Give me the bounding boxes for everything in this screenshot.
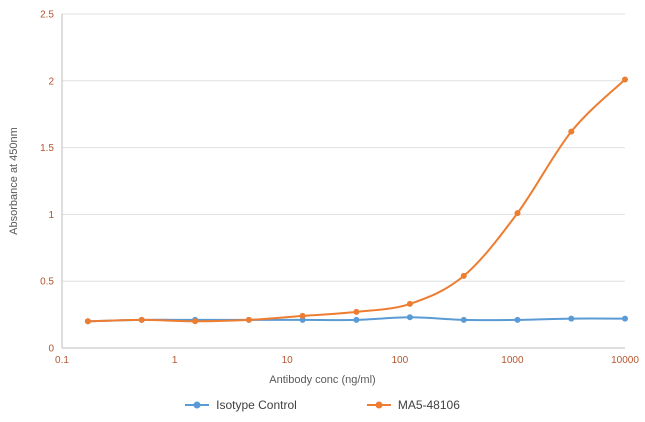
x-tick-label: 0.1 bbox=[55, 355, 69, 366]
x-tick-label: 1 bbox=[172, 355, 178, 366]
x-tick-label: 1000 bbox=[501, 355, 524, 366]
data-point-marker bbox=[622, 76, 628, 83]
data-point-marker bbox=[514, 316, 521, 323]
x-tick-label: 100 bbox=[391, 355, 408, 366]
data-point-marker bbox=[245, 316, 252, 323]
series-line-ma5-48106 bbox=[87, 78, 626, 323]
y-axis-title: Absorbance at 450nm bbox=[8, 127, 20, 235]
data-point-marker bbox=[406, 314, 413, 321]
data-point-marker bbox=[568, 315, 575, 322]
y-tick-label: 0 bbox=[48, 344, 54, 355]
y-tick-label: 2 bbox=[48, 76, 54, 87]
data-point-marker bbox=[460, 316, 467, 323]
legend-label-isotype-control: Isotype Control bbox=[216, 398, 297, 412]
data-point-marker bbox=[138, 316, 145, 323]
data-point-marker bbox=[460, 272, 467, 279]
x-axis-title: Antibody conc (ng/ml) bbox=[269, 374, 376, 386]
x-tick-label: 10000 bbox=[611, 355, 639, 366]
data-point-marker bbox=[406, 300, 413, 307]
legend-item-ma5-48106[interactable]: MA5-48106 bbox=[366, 398, 460, 412]
data-point-marker bbox=[514, 210, 521, 217]
data-point-marker bbox=[84, 318, 91, 325]
x-tick-label: 10 bbox=[282, 355, 294, 366]
y-tick-label: 0.5 bbox=[40, 277, 54, 288]
data-point-marker bbox=[353, 308, 360, 315]
y-tick-label: 1.5 bbox=[40, 143, 54, 154]
legend-marker-isotype-control bbox=[185, 401, 210, 409]
legend: Isotype Control MA5-48106 bbox=[0, 398, 645, 412]
legend-dot-icon bbox=[375, 401, 383, 409]
data-point-marker bbox=[192, 318, 199, 325]
y-tick-label: 2.5 bbox=[40, 10, 54, 21]
legend-item-isotype-control[interactable]: Isotype Control bbox=[185, 398, 297, 412]
y-tick-label: 1 bbox=[48, 210, 54, 221]
data-point-marker bbox=[353, 316, 360, 323]
legend-label-ma5-48106: MA5-48106 bbox=[397, 398, 460, 412]
plot-area: 0 0.5 1 1.5 2 2.5 0.1 1 10 100 1000 10000 bbox=[40, 10, 639, 367]
data-point-marker bbox=[299, 312, 306, 319]
legend-dot-icon bbox=[193, 401, 201, 409]
data-point-marker bbox=[568, 128, 575, 135]
data-point-marker bbox=[622, 315, 628, 322]
legend-marker-ma5-48106 bbox=[366, 401, 391, 409]
